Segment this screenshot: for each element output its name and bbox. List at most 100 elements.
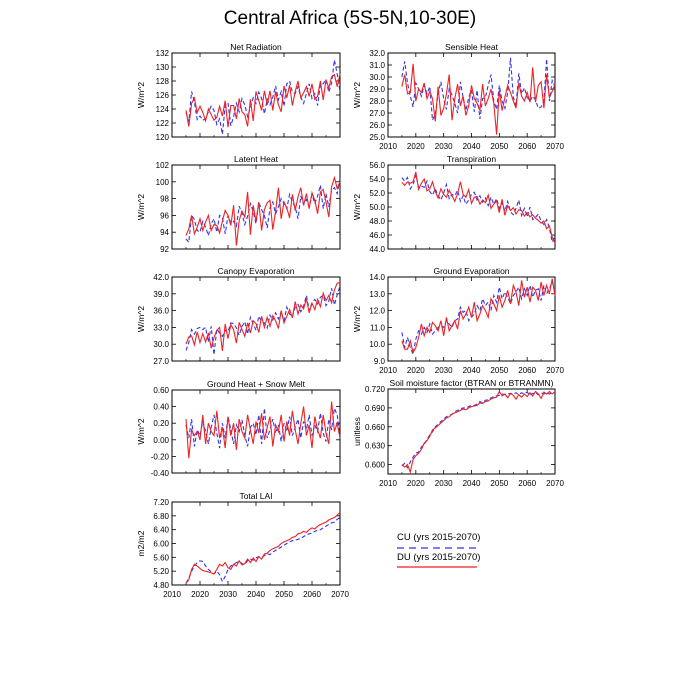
panel-2-xtick-label: 2060 (518, 142, 536, 151)
panel-7-ytick-label: 0.60 (153, 386, 169, 395)
panel-2-ytick-label: 32.0 (369, 49, 385, 58)
panel-6-frame (387, 276, 556, 362)
panel-9-ytick-label: 4.80 (153, 581, 169, 590)
panel-4: Transpiration W/m^2 44.0 46.0 48.0 50.0 52.0 54… (352, 154, 556, 254)
panel-6-ytick-label: 13.0 (369, 290, 385, 299)
panel-8-series-cu (401, 391, 556, 469)
panel-4-ytick-label: 50.0 (369, 203, 385, 212)
panel-8-xtick-label: 2070 (546, 479, 564, 488)
panel-4-ylabel: W/m^2 (352, 194, 362, 220)
panel-8-series-du (401, 390, 556, 475)
panels-group: Net Radiation W/m^2 120 122 124 126 128 130 132 S… (136, 42, 564, 599)
panel-6-xtick-label: 2050 (490, 366, 508, 375)
panel-1-ytick-label: 128 (156, 77, 170, 86)
panel-2: Sensible Heat W/m^2 25.0 26.0 27.0 28.0 29.0 30… (352, 42, 564, 151)
panel-8-ylabel: unitless (352, 417, 362, 446)
panel-2-ytick-label: 28.0 (369, 97, 385, 106)
panel-8-xtick-label: 2020 (407, 479, 425, 488)
panel-2-ytick-label: 25.0 (369, 133, 385, 142)
panel-5-ytick-label: 36.0 (153, 307, 169, 316)
panel-4-ytick-label: 56.0 (369, 161, 385, 170)
panel-6-xtick-label: 2070 (546, 366, 564, 375)
panel-8-ytick-label: 0.720 (365, 385, 386, 394)
panel-9-ytick-label: 6.00 (153, 540, 169, 549)
panel-8: Soil moisture factor (BTRAN or BTRANMN) u… (352, 378, 564, 488)
panel-1-title: Net Radiation (230, 42, 282, 52)
panel-6-series-cu (401, 280, 556, 357)
panel-7-ylabel: W/m^2 (136, 418, 146, 444)
panel-2-ylabel: W/m^2 (352, 82, 362, 108)
panel-6-ylabel: W/m^2 (352, 306, 362, 332)
panel-2-ytick-label: 26.0 (369, 121, 385, 130)
panel-6: Ground Evaporation W/m^2 9.0 10.0 11.0 12.0 13… (352, 266, 564, 375)
panel-2-ytick-label: 31.0 (369, 61, 385, 70)
panel-1: Net Radiation W/m^2 120 122 124 126 128 130 132 (136, 42, 341, 142)
panel-3: Latent Heat W/m^2 92 94 96 98 100 102 (136, 154, 341, 254)
legend: CU (yrs 2015-2070) DU (yrs 2015-2070) (397, 532, 480, 568)
panel-6-xtick-label: 2040 (463, 366, 481, 375)
panel-3-series-cu (185, 178, 341, 244)
panel-9-ytick-label: 6.40 (153, 526, 169, 535)
panel-7-ytick-label: 0.20 (153, 419, 169, 428)
panel-3-ytick-label: 102 (156, 161, 170, 170)
panel-9-xtick-label: 2070 (331, 590, 349, 599)
panel-6-ytick-label: 11.0 (370, 323, 386, 332)
panel-4-ytick-label: 46.0 (369, 231, 385, 240)
panel-2-xtick-label: 2030 (435, 142, 453, 151)
panel-5-title: Canopy Evaporation (217, 266, 294, 276)
panel-9-frame (171, 501, 341, 586)
panel-9-xtick-label: 2030 (219, 590, 237, 599)
panel-8-title: Soil moisture factor (BTRAN or BTRANMN) (390, 378, 554, 388)
panel-6-xtick-label: 2030 (435, 366, 453, 375)
panel-5-ytick-label: 39.0 (153, 290, 169, 299)
panel-9-ytick-label: 7.20 (153, 498, 169, 507)
panel-1-ytick-label: 132 (156, 49, 170, 58)
panel-4-ytick-label: 44.0 (369, 245, 385, 254)
panel-9-xtick-label: 2010 (163, 590, 181, 599)
panel-2-xtick-label: 2070 (546, 142, 564, 151)
panel-3-ytick-label: 92 (160, 245, 169, 254)
panel-9-xtick-label: 2020 (191, 590, 209, 599)
panel-3-ytick-label: 94 (160, 228, 169, 237)
panel-1-ytick-label: 120 (156, 133, 170, 142)
panel-7-ytick-label: -0.40 (151, 469, 170, 478)
panel-1-ytick-label: 130 (156, 63, 170, 72)
panel-8-xtick-label: 2010 (379, 479, 397, 488)
panel-3-ytick-label: 96 (160, 211, 169, 220)
panel-8-ytick-label: 0.660 (365, 423, 386, 432)
panel-3-ytick-label: 98 (160, 195, 169, 204)
panel-9-ytick-label: 5.20 (153, 567, 169, 576)
panel-6-ytick-label: 10.0 (369, 340, 385, 349)
panel-2-title: Sensible Heat (445, 42, 499, 52)
panel-2-xtick-label: 2040 (463, 142, 481, 151)
panel-5-frame (171, 276, 341, 362)
panel-6-xtick-label: 2020 (407, 366, 425, 375)
legend-du-label: DU (yrs 2015-2070) (397, 552, 480, 563)
panel-2-xtick-label: 2010 (379, 142, 397, 151)
panel-5: Canopy Evaporation W/m^2 27.0 30.0 33.0 36.0 3… (136, 266, 341, 366)
panel-4-ytick-label: 52.0 (369, 189, 385, 198)
panel-7-ytick-label: 0.40 (153, 403, 169, 412)
panel-8-ytick-label: 0.690 (365, 404, 386, 413)
panel-1-ylabel: W/m^2 (136, 82, 146, 108)
panel-1-ytick-label: 124 (156, 105, 170, 114)
figure-title: Central Africa (5S-5N,10-30E) (223, 8, 477, 29)
panel-7-ytick-label: -0.20 (151, 452, 170, 461)
panel-7-title: Ground Heat + Snow Melt (207, 379, 306, 389)
panel-1-series-du (185, 73, 341, 128)
panel-3-ytick-label: 100 (156, 178, 170, 187)
panel-8-ytick-label: 0.630 (365, 442, 386, 451)
panel-9-series-du (185, 512, 341, 584)
panel-6-series-du (401, 278, 556, 355)
panel-8-xtick-label: 2060 (518, 479, 536, 488)
panel-2-xtick-label: 2050 (490, 142, 508, 151)
panel-3-frame (171, 164, 341, 250)
panel-5-ytick-label: 27.0 (153, 357, 169, 366)
panel-6-ytick-label: 9.0 (374, 357, 386, 366)
panel-7-series-du (185, 401, 341, 459)
panel-7: Ground Heat + Snow Melt W/m^2 -0.40 -0.20 0.… (136, 379, 341, 478)
panel-9-xtick-label: 2050 (275, 590, 293, 599)
panel-6-xtick-label: 2010 (379, 366, 397, 375)
panel-1-ytick-label: 126 (156, 91, 170, 100)
panel-3-series-du (185, 175, 341, 246)
